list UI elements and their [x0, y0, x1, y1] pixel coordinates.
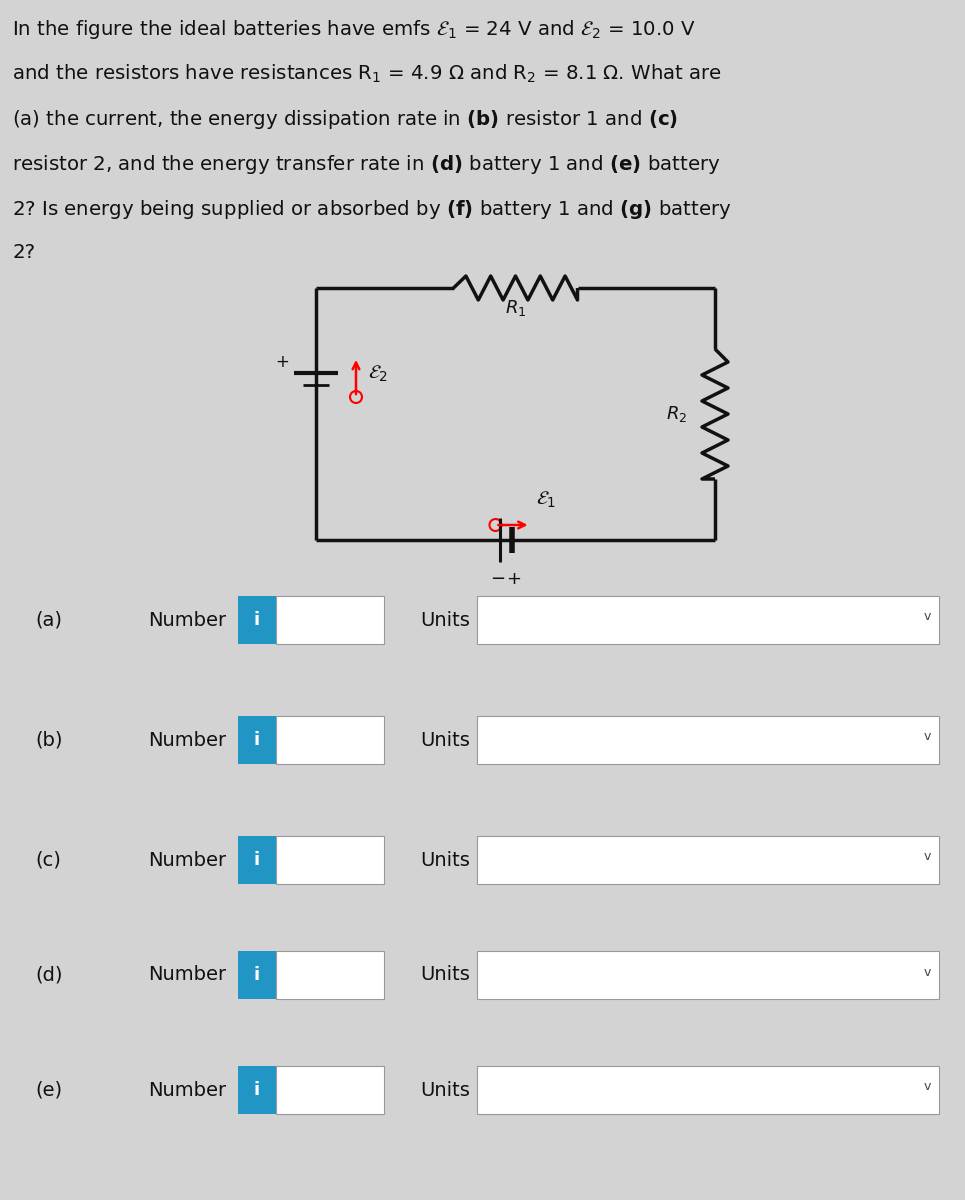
Text: Number: Number	[148, 1080, 226, 1099]
Text: $R_2$: $R_2$	[666, 404, 687, 424]
Text: (a) the current, the energy dissipation rate in $\mathbf{(b)}$ resistor 1 and $\: (a) the current, the energy dissipation …	[12, 108, 678, 131]
Text: Number: Number	[148, 731, 226, 750]
Text: +: +	[506, 570, 521, 588]
FancyBboxPatch shape	[477, 716, 939, 764]
Text: i: i	[254, 1081, 260, 1099]
Text: Number: Number	[148, 611, 226, 630]
Text: +: +	[275, 353, 289, 371]
FancyBboxPatch shape	[276, 1066, 384, 1114]
Text: Units: Units	[420, 731, 470, 750]
FancyBboxPatch shape	[477, 596, 939, 644]
Text: (b): (b)	[35, 731, 63, 750]
FancyBboxPatch shape	[238, 716, 276, 764]
FancyBboxPatch shape	[477, 950, 939, 998]
FancyBboxPatch shape	[238, 950, 276, 998]
FancyBboxPatch shape	[276, 716, 384, 764]
Text: v: v	[924, 851, 930, 864]
Text: (a): (a)	[35, 611, 62, 630]
Text: (e): (e)	[35, 1080, 62, 1099]
Text: Number: Number	[148, 851, 226, 870]
Text: $\mathcal{E}_2$: $\mathcal{E}_2$	[368, 364, 388, 384]
Text: i: i	[254, 731, 260, 749]
Text: i: i	[254, 851, 260, 869]
Text: $R_1$: $R_1$	[505, 298, 526, 318]
Text: Units: Units	[420, 611, 470, 630]
Text: i: i	[254, 611, 260, 629]
Text: Units: Units	[420, 1080, 470, 1099]
Text: (c): (c)	[35, 851, 61, 870]
FancyBboxPatch shape	[276, 950, 384, 998]
Text: −: −	[490, 570, 505, 588]
Text: i: i	[254, 966, 260, 984]
FancyBboxPatch shape	[238, 836, 276, 884]
Text: 2?: 2?	[12, 242, 35, 262]
Text: (d): (d)	[35, 966, 63, 984]
Text: v: v	[924, 731, 930, 744]
Text: and the resistors have resistances R$_1$ = 4.9 $\Omega$ and R$_2$ = 8.1 $\Omega$: and the resistors have resistances R$_1$…	[12, 62, 722, 85]
Text: 2? Is energy being supplied or absorbed by $\mathbf{(f)}$ battery 1 and $\mathbf: 2? Is energy being supplied or absorbed …	[12, 198, 731, 221]
Text: v: v	[924, 611, 930, 624]
Text: v: v	[924, 1080, 930, 1093]
FancyBboxPatch shape	[238, 596, 276, 644]
FancyBboxPatch shape	[238, 1066, 276, 1114]
Text: v: v	[924, 966, 930, 978]
Text: $\mathcal{E}_1$: $\mathcal{E}_1$	[536, 490, 556, 510]
Text: Units: Units	[420, 966, 470, 984]
Text: Number: Number	[148, 966, 226, 984]
FancyBboxPatch shape	[276, 596, 384, 644]
FancyBboxPatch shape	[276, 836, 384, 884]
Text: Units: Units	[420, 851, 470, 870]
Text: resistor 2, and the energy transfer rate in $\mathbf{(d)}$ battery 1 and $\mathb: resistor 2, and the energy transfer rate…	[12, 152, 721, 176]
FancyBboxPatch shape	[477, 836, 939, 884]
Text: In the figure the ideal batteries have emfs $\mathcal{E}_1$ = 24 V and $\mathcal: In the figure the ideal batteries have e…	[12, 18, 696, 41]
FancyBboxPatch shape	[477, 1066, 939, 1114]
